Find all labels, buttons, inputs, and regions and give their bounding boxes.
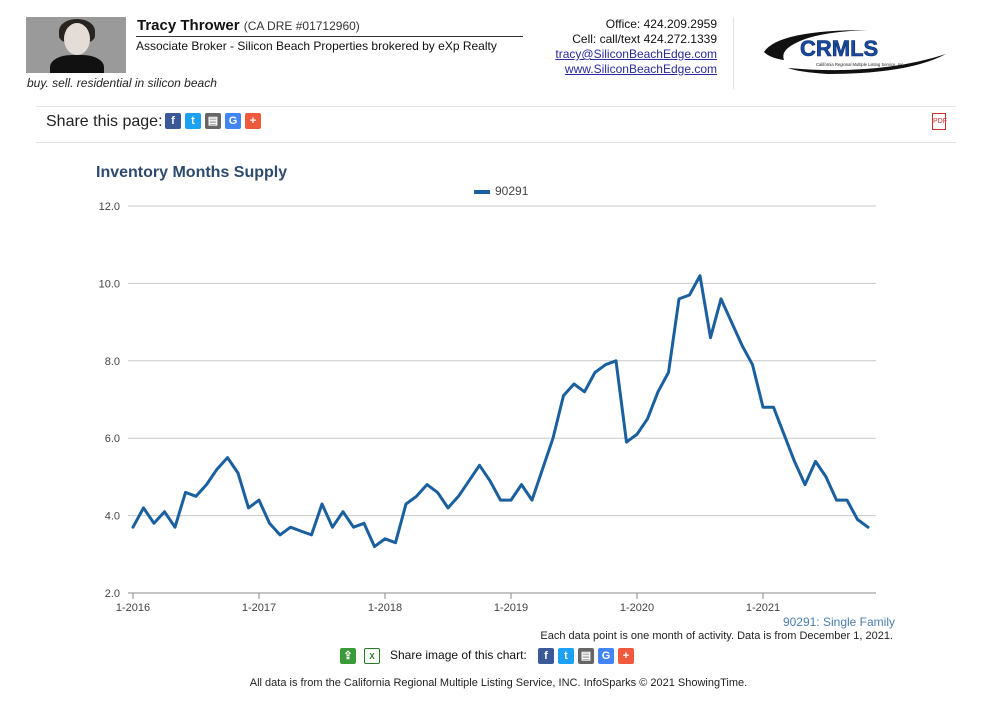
print-icon[interactable]: ▤	[578, 648, 594, 664]
crmls-logo-subtext: California Regional Multiple Listing Ser…	[816, 62, 904, 67]
share-icon[interactable]: ⇪	[340, 648, 356, 664]
office-phone: Office: 424.209.2959	[605, 17, 717, 31]
data-source: All data is from the California Regional…	[249, 677, 748, 689]
pdf-icon[interactable]: PDF	[932, 113, 947, 130]
contact-info: Office: 424.209.2959 Cell: call/text 424…	[555, 17, 717, 77]
y-tick-label: 8.0	[105, 356, 120, 368]
crmls-logo: CRMLS California Regional Multiple Listi…	[764, 30, 946, 74]
agent-name: Tracy Thrower (CA DRE #01712960)	[137, 17, 360, 34]
facebook-icon[interactable]: f	[538, 648, 554, 664]
crmls-logo-text: CRMLS	[800, 36, 878, 61]
website-link[interactable]: www.SiliconBeachEdge.com	[564, 62, 717, 76]
x-tick-label: 1-2021	[746, 602, 780, 614]
agent-title: Associate Broker - Silicon Beach Propert…	[136, 36, 523, 53]
print-icon[interactable]: ▤	[205, 113, 221, 129]
y-tick-label: 6.0	[105, 433, 120, 445]
x-tick-label: 1-2017	[242, 602, 276, 614]
chart-title: Inventory Months Supply	[96, 164, 288, 181]
line-chart[interactable]: 2.0 4.0 6.0 8.0 10.0 12.0 1-2016 1-2017 1-2018 1-…	[0, 190, 997, 620]
google-icon[interactable]: G	[225, 113, 241, 129]
google-icon[interactable]: G	[598, 648, 614, 664]
agent-header: Tracy Thrower (CA DRE #01712960) Associa…	[0, 0, 997, 100]
agent-photo	[26, 17, 126, 73]
header-divider	[733, 17, 734, 89]
chart-legend[interactable]: 90291	[474, 184, 528, 198]
share-image-label: Share image of this chart:	[390, 648, 527, 662]
twitter-icon[interactable]: t	[558, 648, 574, 664]
excel-icon[interactable]: X	[364, 648, 380, 664]
x-tick-label: 1-2016	[116, 602, 150, 614]
legend-label: 90291	[495, 184, 529, 198]
y-tick-label: 10.0	[99, 278, 120, 290]
chart-footnote: Each data point is one month of activity…	[540, 630, 893, 642]
legend-swatch	[474, 189, 490, 194]
plus-icon[interactable]: +	[618, 648, 634, 664]
series-line-90291	[131, 274, 870, 549]
series-label: 90291: Single Family	[782, 615, 895, 629]
x-tick-label: 1-2019	[494, 602, 528, 614]
agent-tagline: buy. sell. residential in silicon beach	[27, 76, 217, 90]
y-tick-label: 4.0	[105, 511, 120, 523]
x-tick-label: 1-2020	[620, 602, 654, 614]
y-tick-label: 2.0	[105, 588, 120, 600]
share-bar: Share this page: f t ▤ G + PDF	[36, 106, 956, 143]
x-tick-label: 1-2018	[368, 602, 402, 614]
twitter-icon[interactable]: t	[185, 113, 201, 129]
share-image-bar: ⇪ X Share image of this chart: f t ▤ G +	[340, 647, 660, 667]
y-tick-label: 12.0	[99, 201, 120, 213]
share-page-label: Share this page:	[46, 113, 163, 130]
agent-dre: (CA DRE #01712960)	[243, 19, 360, 33]
facebook-icon[interactable]: f	[165, 113, 181, 129]
plus-icon[interactable]: +	[245, 113, 261, 129]
cell-phone: Cell: call/text 424.272.1339	[572, 32, 717, 46]
email-link[interactable]: tracy@SiliconBeachEdge.com	[555, 47, 717, 61]
